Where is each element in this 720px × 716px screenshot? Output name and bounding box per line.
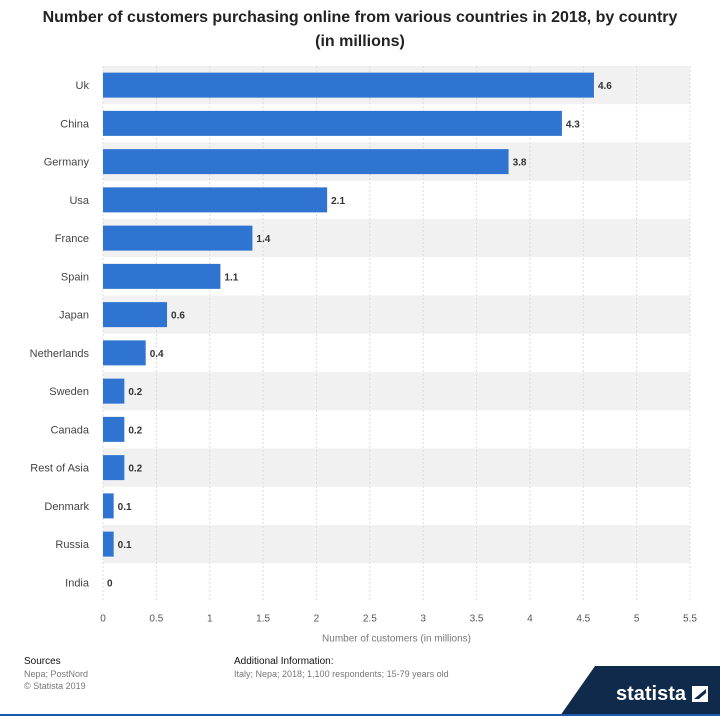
chart-title: Number of customers purchasing online fr… <box>42 9 678 50</box>
bar <box>103 225 253 251</box>
data-label: 0.6 <box>171 311 185 322</box>
category-label: Sweden <box>49 386 89 398</box>
category-label: Rest of Asia <box>30 463 90 475</box>
category-label: Canada <box>50 424 89 436</box>
data-label: 4.3 <box>566 119 580 130</box>
bar <box>103 149 509 175</box>
data-label: 0.2 <box>128 387 142 398</box>
statista-brand-banner[interactable]: statista <box>560 666 720 716</box>
data-label: 0.4 <box>150 349 164 360</box>
category-label: Russia <box>55 539 90 551</box>
x-tick-label: 0 <box>100 614 106 625</box>
bar <box>103 531 114 557</box>
bar <box>103 340 146 366</box>
data-label: 0.2 <box>128 464 142 475</box>
x-tick-label: 4 <box>527 614 533 625</box>
bar <box>103 187 328 213</box>
x-tick-label: 5 <box>634 614 640 625</box>
data-label: 3.8 <box>513 158 527 169</box>
x-tick-label: 1.5 <box>256 614 270 625</box>
x-tick-label: 3.5 <box>470 614 484 625</box>
bar <box>103 378 125 404</box>
data-label: 0.2 <box>128 425 142 436</box>
sources-heading: Sources <box>24 656 61 667</box>
data-label: 0.1 <box>118 502 132 513</box>
x-axis-title: Number of customers (in millions) <box>322 634 471 645</box>
category-label: China <box>60 118 90 130</box>
bottom-rule <box>0 714 720 716</box>
category-label: Usa <box>69 195 89 207</box>
row-band <box>103 295 690 334</box>
brand-name: statista <box>615 683 686 705</box>
bar <box>103 455 125 481</box>
bar <box>103 493 114 519</box>
data-label: 1.4 <box>256 234 270 245</box>
category-label: Japan <box>59 310 89 322</box>
row-band <box>103 372 690 411</box>
bar-chart: 0 0.5 1 1.5 2 2.5 3 3.5 4 4.5 5 5.5 Uk 4.6 China 4.3 Ger… <box>30 66 697 645</box>
row-band <box>103 448 690 487</box>
bar <box>103 302 168 328</box>
x-tick-label: 1 <box>207 614 213 625</box>
footer: Sources Nepa; PostNord © Statista 2019 A… <box>0 650 720 716</box>
statista-logo-icon <box>692 686 708 702</box>
category-label: Spain <box>61 271 89 283</box>
additional-info-text: Italy; Nepa; 2018; 1,100 respondents; 15… <box>234 669 449 679</box>
x-tick-label: 2.5 <box>363 614 377 625</box>
bar <box>103 263 221 289</box>
data-label: 0.1 <box>118 540 132 551</box>
bar <box>103 416 125 442</box>
x-tick-label: 5.5 <box>683 614 697 625</box>
x-tick-label: 2 <box>314 614 320 625</box>
category-label: India <box>65 577 90 589</box>
data-label: 2.1 <box>331 196 345 207</box>
sources-link[interactable]: Nepa; PostNord <box>24 669 89 679</box>
category-label: Denmark <box>44 501 89 513</box>
additional-info-heading: Additional Information: <box>234 656 334 667</box>
bar <box>103 72 594 98</box>
copyright-text: © Statista 2019 <box>24 681 86 691</box>
category-label: Germany <box>44 157 90 169</box>
data-label: 0 <box>107 578 113 589</box>
x-tick-label: 3 <box>420 614 426 625</box>
bar <box>103 110 562 136</box>
data-label: 1.1 <box>224 272 238 283</box>
category-label: Netherlands <box>30 348 90 360</box>
x-tick-label: 4.5 <box>576 614 590 625</box>
category-label: Uk <box>76 80 90 92</box>
row-band <box>103 525 690 564</box>
category-label: France <box>55 233 89 245</box>
data-label: 4.6 <box>598 81 612 92</box>
x-tick-label: 0.5 <box>149 614 163 625</box>
